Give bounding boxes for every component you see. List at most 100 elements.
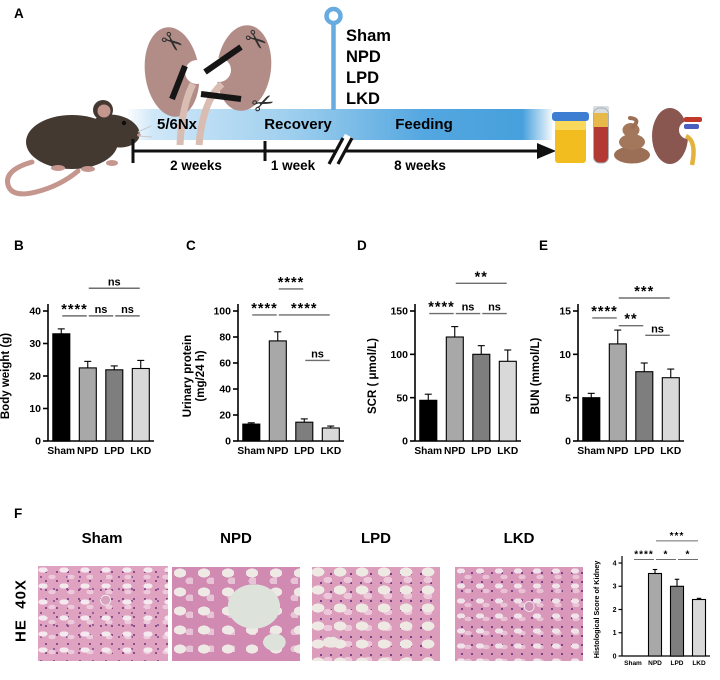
bar-lkd — [321, 427, 340, 442]
chart-urinary-protein: 0 20 40 60 80 100 Urinary protein (mg/24 h) Sham… — [180, 236, 355, 487]
y-tick-label: 20 — [219, 410, 231, 422]
x-tick-label: LKD — [692, 660, 706, 667]
histology-image-sham — [38, 566, 168, 661]
timeline-diagram: ✂ ✂ ✂ — [5, 6, 702, 197]
panel-label-d: D — [357, 238, 367, 253]
chart-scr: 0 50 100 150 SCR ( μmol/L) Sham NPD LPD LKD **** n… — [357, 236, 532, 487]
significance-label: **** — [634, 550, 654, 561]
significance-label: ** — [475, 269, 488, 285]
significance-label: ns — [95, 304, 108, 316]
blood-tube-icon — [593, 106, 609, 164]
significance-label: ns — [311, 348, 324, 360]
histology-image-lpd — [312, 567, 440, 661]
y-tick-label: 15 — [559, 306, 571, 318]
y-tick-label: 0 — [613, 653, 617, 660]
significance-label: *** — [634, 284, 654, 300]
bar-lpd — [295, 421, 314, 442]
significance-label: **** — [278, 275, 305, 291]
bar-npd — [608, 343, 627, 442]
bar-npd — [78, 367, 97, 442]
bar-lpd — [472, 353, 491, 442]
bar-lkd — [691, 598, 707, 657]
bar-lkd — [661, 377, 680, 442]
bar-npd — [268, 340, 287, 442]
panel-label-c: C — [186, 238, 196, 253]
y-tick-label: 30 — [29, 338, 41, 350]
phase-label-feeding: Feeding — [395, 116, 453, 133]
y-tick-label: 0 — [565, 436, 571, 448]
significance-label: ns — [462, 302, 475, 314]
y-tick-label: 80 — [219, 332, 231, 344]
chart-bun: 0 5 10 15 BUN (mmol/L) Sham NPD LPD LKD **** ** ns *… — [520, 236, 695, 487]
stain-magnification-label: HE 40X — [12, 579, 30, 642]
x-tick-label: LPD — [671, 660, 684, 667]
kidneys-surgery-icon: ✂ ✂ ✂ — [144, 22, 279, 146]
histology-column-sham: Sham — [81, 530, 123, 547]
x-tick-label: LPD — [294, 446, 314, 457]
y-tick-label: 2 — [613, 607, 617, 614]
x-tick-label: Sham — [47, 446, 75, 457]
significance-label: ns — [108, 276, 121, 288]
y-tick-label: 10 — [559, 349, 571, 361]
x-tick-label: LKD — [660, 446, 681, 457]
y-tick-label: 40 — [29, 306, 41, 318]
significance-label: ns — [121, 304, 134, 316]
histology-column-lpd: LPD — [361, 530, 391, 547]
y-tick-label: 1 — [613, 630, 617, 637]
histology-column-lkd: LKD — [503, 530, 535, 547]
duration-label-2weeks: 2 weeks — [170, 158, 222, 173]
y-tick-label: 3 — [613, 584, 617, 591]
axis-break-icon — [327, 133, 354, 169]
group-label-sham: Sham — [346, 27, 391, 45]
significance-label: *** — [670, 531, 685, 542]
kidney-icon — [652, 108, 702, 166]
significance-label: **** — [61, 302, 88, 318]
significance-label: ns — [651, 323, 664, 335]
panel-label-e: E — [539, 238, 549, 253]
y-tick-label: 40 — [219, 384, 231, 396]
bar-lpd — [105, 369, 124, 442]
significance-label: **** — [428, 300, 455, 316]
histology-column-npd: NPD — [220, 530, 252, 547]
y-tick-label: 100 — [213, 306, 231, 318]
cut-line — [203, 44, 243, 75]
bar-sham — [582, 397, 601, 442]
intervention-group-list: Sham NPD LPD LKD — [346, 26, 391, 110]
timeline-pin-icon — [324, 6, 343, 110]
y-tick-label: 0 — [35, 436, 41, 448]
y-tick-label: 0 — [225, 436, 231, 448]
x-tick-label: NPD — [607, 446, 629, 457]
bar-sham — [52, 333, 71, 442]
feces-icon — [614, 116, 650, 164]
duration-label-8weeks: 8 weeks — [394, 158, 446, 173]
x-tick-label: Sham — [414, 446, 442, 457]
bar-npd — [445, 336, 464, 442]
bar-sham — [242, 423, 261, 442]
y-tick-label: 4 — [613, 560, 617, 567]
bar-lkd — [498, 360, 517, 442]
x-tick-label: LKD — [130, 446, 151, 457]
significance-label: ** — [624, 312, 637, 328]
bar-npd — [647, 572, 663, 657]
group-label-lpd: LPD — [346, 69, 379, 87]
significance-label: **** — [591, 304, 618, 320]
x-tick-label: NPD — [444, 446, 466, 457]
x-tick-label: LKD — [320, 446, 341, 457]
panel-label-f: F — [14, 506, 23, 521]
y-tick-label: 100 — [390, 349, 408, 361]
histology-image-npd — [172, 567, 300, 661]
panel-label-a: A — [14, 6, 24, 21]
bar-lkd — [131, 367, 150, 442]
phase-label-recovery: Recovery — [264, 116, 332, 133]
duration-label-1week: 1 week — [270, 158, 316, 173]
panel-label-b: B — [14, 238, 24, 253]
x-tick-label: NPD — [267, 446, 289, 457]
y-axis-title: (mg/24 h) — [195, 350, 207, 401]
cut-line — [200, 91, 242, 102]
group-label-lkd: LKD — [346, 90, 380, 108]
y-tick-label: 0 — [402, 436, 408, 448]
y-axis-title: Body weight (g) — [0, 333, 12, 419]
y-tick-label: 20 — [29, 371, 41, 383]
bar-lpd — [669, 585, 685, 657]
